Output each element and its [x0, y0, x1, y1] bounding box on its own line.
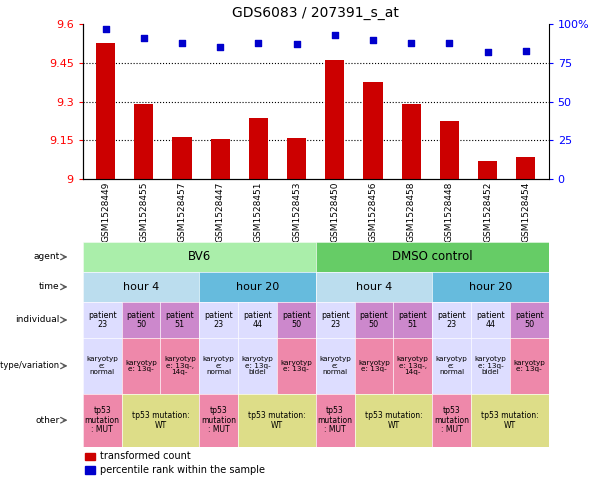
Point: [215, 43, 225, 51]
Text: karyotyp
e:
normal: karyotyp e: normal: [319, 356, 351, 375]
Bar: [201, 24, 239, 179]
Point: [139, 34, 149, 42]
Text: tp53 mutation:
WT: tp53 mutation: WT: [365, 411, 422, 429]
Bar: [326, 59, 345, 179]
Text: patient
50: patient 50: [282, 311, 311, 329]
Text: patient
23: patient 23: [321, 311, 349, 329]
Bar: [316, 24, 354, 179]
Text: karyotyp
e: 13q-,
14q-: karyotyp e: 13q-, 14q-: [164, 356, 196, 375]
Bar: [239, 24, 278, 179]
Bar: [85, 467, 96, 474]
Text: tp53
mutation
: MUT: tp53 mutation : MUT: [434, 406, 469, 434]
Text: karyotyp
e:
normal: karyotyp e: normal: [436, 356, 468, 375]
Bar: [354, 24, 392, 179]
Point: [101, 25, 110, 33]
Bar: [287, 138, 306, 179]
Text: hour 4: hour 4: [356, 282, 392, 292]
Text: karyotyp
e:
normal: karyotyp e: normal: [203, 356, 235, 375]
Text: karyotyp
e: 13q-: karyotyp e: 13q-: [513, 360, 545, 372]
Point: [406, 39, 416, 47]
Bar: [506, 24, 545, 179]
Text: patient
44: patient 44: [243, 311, 272, 329]
Text: patient
51: patient 51: [166, 311, 194, 329]
Bar: [163, 24, 201, 179]
Text: patient
23: patient 23: [437, 311, 466, 329]
Text: hour 4: hour 4: [123, 282, 159, 292]
Bar: [278, 24, 316, 179]
Text: transformed count: transformed count: [101, 452, 191, 461]
Bar: [96, 43, 115, 179]
Text: karyotyp
e:
normal: karyotyp e: normal: [86, 356, 118, 375]
Text: tp53
mutation
: MUT: tp53 mutation : MUT: [318, 406, 352, 434]
Bar: [392, 24, 430, 179]
Text: patient
50: patient 50: [360, 311, 388, 329]
Text: tp53
mutation
: MUT: tp53 mutation : MUT: [85, 406, 120, 434]
Text: genotype/variation: genotype/variation: [0, 361, 59, 370]
Text: tp53 mutation:
WT: tp53 mutation: WT: [248, 411, 306, 429]
Text: hour 20: hour 20: [469, 282, 512, 292]
Text: karyotyp
e: 13q-
bidel: karyotyp e: 13q- bidel: [242, 356, 273, 375]
Text: patient
44: patient 44: [476, 311, 504, 329]
Bar: [468, 24, 506, 179]
Text: DMSO control: DMSO control: [392, 251, 473, 263]
Bar: [249, 118, 268, 179]
Text: patient
50: patient 50: [127, 311, 155, 329]
Text: tp53
mutation
: MUT: tp53 mutation : MUT: [201, 406, 236, 434]
Point: [521, 47, 531, 55]
Bar: [430, 24, 468, 179]
Bar: [85, 453, 96, 460]
Point: [177, 39, 187, 47]
Text: karyotyp
e: 13q-
bidel: karyotyp e: 13q- bidel: [474, 356, 506, 375]
Text: patient
23: patient 23: [88, 311, 116, 329]
Text: karyotyp
e: 13q-: karyotyp e: 13q-: [280, 360, 312, 372]
Text: individual: individual: [15, 315, 59, 325]
Text: percentile rank within the sample: percentile rank within the sample: [101, 465, 265, 475]
Text: other: other: [36, 416, 59, 425]
Text: agent: agent: [33, 253, 59, 261]
Bar: [516, 157, 535, 179]
Text: hour 20: hour 20: [236, 282, 279, 292]
Text: BV6: BV6: [188, 251, 211, 263]
Title: GDS6083 / 207391_s_at: GDS6083 / 207391_s_at: [232, 6, 399, 20]
Point: [254, 39, 264, 47]
Bar: [172, 137, 192, 179]
Bar: [86, 24, 125, 179]
Bar: [402, 104, 421, 179]
Text: tp53 mutation:
WT: tp53 mutation: WT: [481, 411, 539, 429]
Point: [292, 41, 302, 48]
Text: patient
23: patient 23: [204, 311, 233, 329]
Point: [368, 36, 378, 43]
Text: karyotyp
e: 13q-,
14q-: karyotyp e: 13q-, 14q-: [397, 356, 428, 375]
Text: karyotyp
e: 13q-: karyotyp e: 13q-: [125, 360, 157, 372]
Bar: [125, 24, 163, 179]
Bar: [478, 161, 497, 179]
Text: patient
50: patient 50: [515, 311, 544, 329]
Text: karyotyp
e: 13q-: karyotyp e: 13q-: [358, 360, 390, 372]
Point: [482, 48, 492, 56]
Text: patient
51: patient 51: [398, 311, 427, 329]
Point: [444, 39, 454, 47]
Bar: [134, 104, 153, 179]
Bar: [211, 139, 230, 179]
Bar: [440, 121, 459, 179]
Text: tp53 mutation:
WT: tp53 mutation: WT: [132, 411, 189, 429]
Point: [330, 31, 340, 39]
Text: time: time: [39, 283, 59, 291]
Bar: [364, 82, 383, 179]
